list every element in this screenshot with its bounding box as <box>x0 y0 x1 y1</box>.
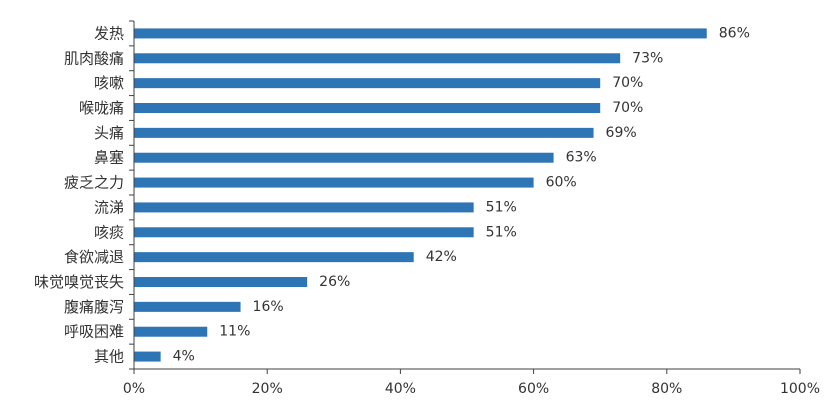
category-label-3: 喉咙痛 <box>79 99 124 117</box>
data-label-3: 70% <box>612 100 643 116</box>
data-label-6: 60% <box>546 175 577 191</box>
bar-5 <box>134 152 554 163</box>
category-label-9: 食欲减退 <box>64 248 124 266</box>
data-label-10: 26% <box>319 274 350 290</box>
category-label-4: 头痛 <box>94 124 124 142</box>
axes-group: 0% 20% 40% 60% 80% 100% <box>123 20 820 397</box>
bar-6 <box>134 177 534 188</box>
data-label-1: 73% <box>632 50 663 66</box>
data-label-5: 63% <box>566 150 597 166</box>
category-labels-group: 发热肌肉酸痛咳嗽喉咙痛头痛鼻塞疲乏之力流涕咳痰食欲减退味觉嗅觉丧失腹痛腹泻呼吸困… <box>34 24 124 365</box>
bar-9 <box>134 252 414 263</box>
x-tick-label-5: 100% <box>780 381 820 397</box>
bars-group <box>134 28 707 362</box>
category-label-11: 腹痛腹泻 <box>64 298 124 316</box>
category-label-10: 味觉嗅觉丧失 <box>34 273 124 291</box>
bar-12 <box>134 326 208 337</box>
x-tick-label-0: 0% <box>123 381 145 397</box>
category-label-13: 其他 <box>94 348 124 366</box>
bar-1 <box>134 53 621 64</box>
data-label-11: 16% <box>253 299 284 315</box>
category-label-2: 咳嗽 <box>94 74 124 92</box>
x-tick-label-3: 60% <box>518 381 549 397</box>
data-labels-group: 86% 73% 70% 70% 69% 63% 60% 51% 51% 42% 26% 16%11% 4… <box>173 25 750 364</box>
bar-11 <box>134 301 241 312</box>
category-label-7: 流涕 <box>94 198 124 216</box>
data-label-9: 42% <box>426 249 457 265</box>
bar-13 <box>134 351 161 362</box>
data-label-7: 51% <box>486 199 517 215</box>
category-label-1: 肌肉酸痛 <box>64 49 124 67</box>
bar-0 <box>134 28 707 39</box>
x-tick-label-1: 20% <box>252 381 283 397</box>
data-label-13: 4% <box>173 349 195 365</box>
category-label-12: 呼吸困难 <box>64 323 124 341</box>
x-tick-label-2: 40% <box>385 381 416 397</box>
category-label-0: 发热 <box>94 24 124 42</box>
bar-3 <box>134 103 601 113</box>
data-label-4: 69% <box>606 125 637 141</box>
category-label-8: 咳痰 <box>94 223 124 241</box>
data-label-12: 11% <box>219 324 250 340</box>
category-label-6: 疲乏之力 <box>64 174 124 192</box>
bar-8 <box>134 227 474 238</box>
bar-2 <box>134 78 601 89</box>
category-label-5: 鼻塞 <box>94 149 124 167</box>
data-label-0: 86% <box>719 25 750 41</box>
data-label-8: 51% <box>486 224 517 240</box>
x-tick-label-4: 80% <box>651 381 682 397</box>
data-label-2: 70% <box>612 75 643 91</box>
bar-4 <box>134 127 594 138</box>
bar-10 <box>134 277 308 287</box>
bar-7 <box>134 202 474 213</box>
